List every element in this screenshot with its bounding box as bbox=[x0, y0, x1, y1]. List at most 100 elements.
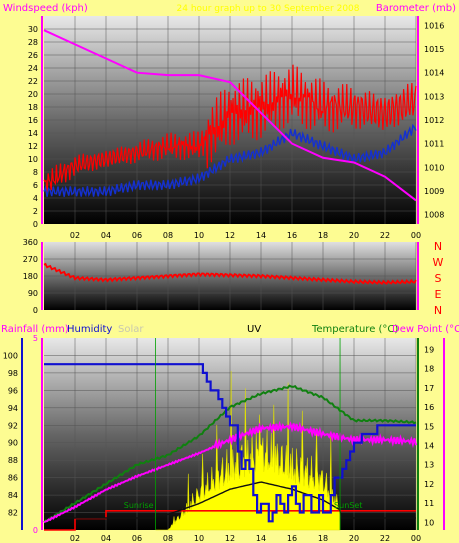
x-tick-label: 00 bbox=[411, 534, 421, 543]
average-speed-line bbox=[43, 123, 417, 198]
wind-x-ticks: 02 04 06 08 10 12 14 16 18 20 22 00 bbox=[70, 231, 421, 240]
rainfall-y-tick: 5 bbox=[33, 334, 38, 343]
temperature-y-tick: 10 bbox=[424, 518, 434, 527]
wind-y-tick: 22 bbox=[28, 77, 38, 86]
x-tick-label: 14 bbox=[256, 534, 266, 543]
temperature-y-tick: 19 bbox=[424, 346, 434, 355]
barometer-y-tick: 1009 bbox=[424, 187, 444, 196]
x-tick-label: 20 bbox=[349, 231, 359, 240]
x-tick-label: 18 bbox=[318, 231, 328, 240]
temperature-y-tick: 17 bbox=[424, 384, 434, 393]
temperature-axis-title: Temperature (°C) bbox=[311, 324, 398, 335]
temperature-y-tick: 16 bbox=[424, 403, 434, 412]
wind-direction-line bbox=[43, 262, 417, 285]
wind-y-tick: 12 bbox=[28, 142, 38, 151]
direction-gridlines bbox=[44, 242, 417, 310]
humidity-y-tick: 96 bbox=[8, 386, 18, 395]
x-tick-label: 08 bbox=[163, 231, 173, 240]
wind-y-tick: 26 bbox=[28, 51, 38, 60]
temperature-y-tick: 13 bbox=[424, 461, 434, 470]
compass-label: N bbox=[434, 304, 442, 317]
temperature-y-tick: 12 bbox=[424, 480, 434, 489]
direction-y-ticks: 0 90 180 270 360 bbox=[23, 238, 38, 315]
x-tick-label: 04 bbox=[101, 534, 111, 543]
dewpoint-line bbox=[43, 420, 417, 524]
x-tick-label: 06 bbox=[132, 534, 142, 543]
x-tick-label: 20 bbox=[349, 534, 359, 543]
barometer-y-ticks: 1008 1009 1010 1011 1012 1013 1014 1015 1016 bbox=[424, 21, 444, 219]
compass-label: N bbox=[434, 240, 442, 253]
rainfall-y-ticks: 05 bbox=[33, 334, 38, 535]
humidity-y-tick: 92 bbox=[8, 421, 18, 430]
temperature-y-tick: 11 bbox=[424, 499, 434, 508]
uv-line bbox=[44, 481, 416, 519]
barometer-y-tick: 1015 bbox=[424, 45, 444, 54]
humidity-y-tick: 90 bbox=[8, 439, 18, 448]
x-tick-label: 06 bbox=[132, 231, 142, 240]
compass-label: W bbox=[433, 256, 444, 269]
barometer-y-tick: 1014 bbox=[424, 69, 444, 78]
climate-panel: Rainfall (mm) Humidity Solar UV Temperat… bbox=[1, 324, 459, 543]
compass-label: S bbox=[435, 272, 442, 285]
wind-y-tick: 28 bbox=[28, 38, 38, 47]
temperature-y-ticks: 10 11 12 13 14 15 16 17 18 19 bbox=[424, 346, 434, 528]
humidity-y-tick: 100 bbox=[3, 351, 18, 360]
humidity-y-ticks: 82 84 86 88 90 92 94 96 98 100 bbox=[3, 351, 18, 517]
solar-axis-title: Solar bbox=[118, 324, 144, 335]
x-tick-label: 00 bbox=[411, 231, 421, 240]
compass-label: E bbox=[435, 288, 442, 301]
wind-series bbox=[43, 29, 417, 202]
wind-y-tick: 10 bbox=[28, 155, 38, 164]
wind-y-tick: 30 bbox=[28, 25, 38, 34]
humidity-y-tick: 84 bbox=[8, 491, 18, 500]
graph-subtitle: 24 hour graph up to 30 September 2008 bbox=[177, 4, 360, 14]
humidity-line bbox=[44, 363, 416, 523]
x-tick-label: 10 bbox=[194, 534, 204, 543]
wind-y-tick: 2 bbox=[33, 207, 38, 216]
barometer-y-tick: 1016 bbox=[424, 21, 444, 30]
direction-y-tick: 0 bbox=[33, 306, 38, 315]
dewpoint-axis-title: Dew Point (°C) bbox=[392, 324, 459, 335]
barometer-y-tick: 1013 bbox=[424, 92, 444, 101]
x-tick-label: 22 bbox=[380, 231, 390, 240]
direction-y-tick: 90 bbox=[28, 289, 38, 298]
direction-y-tick: 180 bbox=[23, 272, 38, 281]
windspeed-axis-title: Windspeed (kph) bbox=[3, 3, 88, 14]
x-tick-label: 02 bbox=[70, 231, 80, 240]
barometer-y-tick: 1011 bbox=[424, 140, 444, 149]
x-tick-label: 08 bbox=[163, 534, 173, 543]
rainfall-axis-title: Rainfall (mm) bbox=[1, 324, 69, 335]
humidity-y-tick: 94 bbox=[8, 404, 18, 413]
barometer-y-tick: 1008 bbox=[424, 211, 444, 220]
sun-annotations: Sunrise SunSet bbox=[124, 338, 362, 530]
temperature-y-tick: 15 bbox=[424, 422, 434, 431]
sunrise-label: Sunrise bbox=[124, 501, 154, 510]
direction-y-tick: 360 bbox=[23, 238, 38, 247]
wind-y-tick: 14 bbox=[28, 129, 38, 138]
direction-y-tick: 270 bbox=[23, 255, 38, 264]
x-tick-label: 10 bbox=[194, 231, 204, 240]
barometer-y-tick: 1012 bbox=[424, 116, 444, 125]
temperature-y-tick: 18 bbox=[424, 365, 434, 374]
uv-axis-title: UV bbox=[247, 324, 261, 335]
x-tick-label: 14 bbox=[256, 231, 266, 240]
humidity-y-tick: 86 bbox=[8, 474, 18, 483]
climate-series bbox=[43, 363, 417, 531]
humidity-y-tick: 82 bbox=[8, 509, 18, 518]
sunset-label: SunSet bbox=[334, 501, 362, 510]
wind-panel: Windspeed (kph) 24 hour graph up to 30 S… bbox=[3, 3, 456, 240]
wind-y-tick: 4 bbox=[33, 194, 38, 203]
x-tick-label: 02 bbox=[70, 534, 80, 543]
x-tick-label: 18 bbox=[318, 534, 328, 543]
wind-y-tick: 20 bbox=[28, 90, 38, 99]
barometer-line bbox=[43, 29, 417, 202]
x-tick-label: 16 bbox=[287, 231, 297, 240]
x-tick-label: 12 bbox=[225, 534, 235, 543]
x-tick-label: 04 bbox=[101, 231, 111, 240]
wind-y-tick: 24 bbox=[28, 64, 38, 73]
wind-y-tick: 6 bbox=[33, 181, 38, 190]
humidity-axis-title: Humidity bbox=[67, 324, 112, 335]
